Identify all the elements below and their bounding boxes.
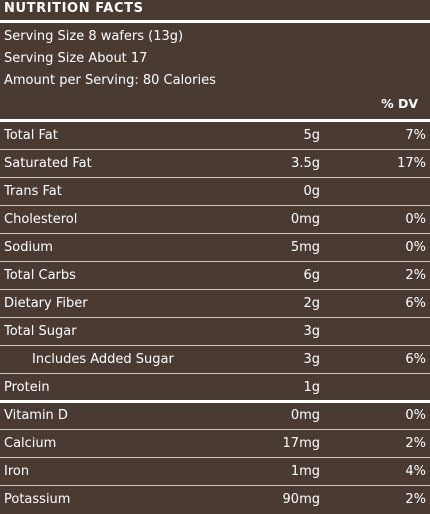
nutrient-amount: 6g: [303, 268, 320, 283]
section-divider: [0, 400, 430, 403]
row-divider: [0, 429, 430, 430]
nutrient-amount: 3.5g: [291, 156, 320, 171]
nutrient-name: Total Sugar: [4, 324, 77, 339]
nutrient-name: Total Fat: [4, 128, 58, 143]
nutrient-daily-value: 7%: [405, 128, 426, 143]
nutrient-name: Cholesterol: [4, 212, 78, 227]
nutrient-daily-value: 2%: [405, 268, 426, 283]
nutrient-amount: 17mg: [282, 436, 320, 451]
nutrient-daily-value: 2%: [405, 492, 426, 507]
nutrient-amount: 1g: [303, 380, 320, 395]
nutrient-name: Total Carbs: [4, 268, 76, 283]
nutrient-name: Vitamin D: [4, 408, 68, 423]
nutrient-amount: 3g: [303, 324, 320, 339]
daily-value-header: % DV: [381, 96, 418, 111]
nutrient-name: Dietary Fiber: [4, 296, 88, 311]
nutrient-amount: 5mg: [290, 240, 320, 255]
nutrient-row: Sodium 5mg 0%: [0, 234, 430, 262]
row-divider: [0, 261, 430, 262]
nutrient-row: Includes Added Sugar 3g 6%: [0, 346, 430, 374]
row-divider: [0, 205, 430, 206]
nutrient-name: Trans Fat: [4, 184, 62, 199]
row-divider: [0, 289, 430, 290]
nutrient-amount: 0mg: [290, 408, 320, 423]
nutrient-row: Iron 1mg 4%: [0, 458, 430, 486]
nutrient-daily-value: 4%: [405, 464, 426, 479]
nutrient-name: Potassium: [4, 492, 71, 507]
nutrient-name: Calcium: [4, 436, 57, 451]
nutrient-row: Cholesterol 0mg 0%: [0, 206, 430, 234]
nutrient-table: Total Fat 5g 7% Saturated Fat 3.5g 17% Trans F…: [0, 122, 430, 514]
nutrient-amount: 90mg: [282, 492, 320, 507]
nutrient-row: Protein 1g: [0, 374, 430, 403]
nutrient-amount: 2g: [303, 296, 320, 311]
row-divider: [0, 345, 430, 346]
row-divider: [0, 373, 430, 374]
nutrient-amount: 0g: [303, 184, 320, 199]
nutrient-row: Total Carbs 6g 2%: [0, 262, 430, 290]
nutrient-row: Saturated Fat 3.5g 17%: [0, 150, 430, 178]
nutrient-daily-value: 17%: [397, 156, 426, 171]
nutrient-row: Dietary Fiber 2g 6%: [0, 290, 430, 318]
nutrient-name: Protein: [4, 380, 50, 395]
nutrient-daily-value: 2%: [405, 436, 426, 451]
servings-per-container-text: Serving Size About 17: [4, 51, 148, 66]
row-divider: [0, 177, 430, 178]
nutrient-amount: 3g: [303, 352, 320, 367]
nutrient-name: Saturated Fat: [4, 156, 92, 171]
serving-size-text: Serving Size 8 wafers (13g): [4, 29, 184, 44]
nutrient-amount: 1mg: [290, 464, 320, 479]
nutrient-row: Total Fat 5g 7%: [0, 122, 430, 150]
nutrient-daily-value: 0%: [405, 212, 426, 227]
calories-text: Amount per Serving: 80 Calories: [4, 73, 216, 88]
nutrient-row: Calcium 17mg 2%: [0, 430, 430, 458]
row-divider: [0, 457, 430, 458]
nutrient-daily-value: 0%: [405, 240, 426, 255]
nutrient-name: Iron: [4, 464, 30, 479]
nutrient-row: Potassium 90mg 2%: [0, 486, 430, 514]
header-divider: [0, 119, 430, 122]
row-divider: [0, 317, 430, 318]
row-divider: [0, 233, 430, 234]
nutrient-row: Trans Fat 0g: [0, 178, 430, 206]
nutrient-row: Vitamin D 0mg 0%: [0, 402, 430, 430]
nutrient-amount: 0mg: [290, 212, 320, 227]
row-divider: [0, 485, 430, 486]
nutrient-name: Sodium: [4, 240, 53, 255]
nutrient-amount: 5g: [303, 128, 320, 143]
nutrient-row: Total Sugar 3g: [0, 318, 430, 346]
title-divider: [0, 20, 430, 23]
nutrient-daily-value: 0%: [405, 408, 426, 423]
nutrient-daily-value: 6%: [405, 352, 426, 367]
panel-title: NUTRITION FACTS: [4, 1, 144, 16]
nutrient-daily-value: 6%: [405, 296, 426, 311]
row-divider: [0, 149, 430, 150]
nutrient-name: Includes Added Sugar: [32, 352, 174, 367]
